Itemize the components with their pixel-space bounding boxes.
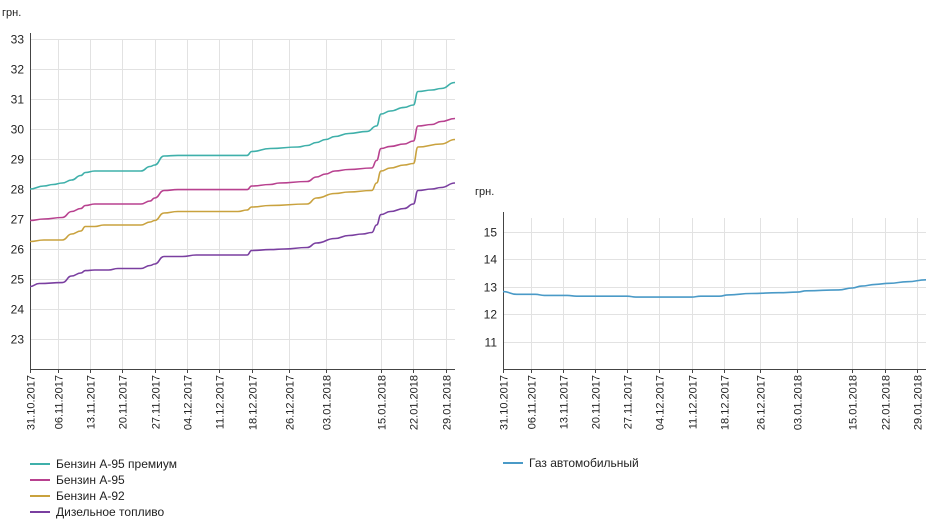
legend-label: Бензин А-95 премиум: [56, 457, 177, 471]
y-tick-label: 14: [484, 253, 498, 267]
y-axis-unit-label: грн.: [475, 186, 494, 198]
legend-swatch: [30, 479, 50, 481]
x-tick-label: 29.01.2018: [913, 375, 925, 430]
chart0-series1-line: [29, 117, 456, 222]
y-tick-label: 31: [11, 93, 25, 107]
legend-item[interactable]: Дизельное топливо: [30, 504, 177, 520]
y-tick-label: 28: [11, 183, 25, 197]
x-tick-label: 31.10.2017: [26, 375, 38, 430]
y-tick-label: 27: [11, 213, 25, 227]
chart0-series2-line: [29, 138, 456, 243]
petrol-diesel-chart: 23 24 25 26 27 28 29 30 31 32 33 31.10.2017 06.11.20…: [2, 7, 456, 430]
legend-autogas: Газ автомобильный: [503, 455, 639, 471]
x-tick-label: 27.11.2017: [151, 375, 163, 429]
x-tick-label: 27.11.2017: [623, 375, 635, 429]
legend-swatch: [30, 511, 50, 513]
legend-swatch: [30, 463, 50, 465]
legend-item[interactable]: Бензин А-92: [30, 488, 177, 504]
x-tick-label: 03.01.2018: [322, 375, 334, 430]
chart0-series3-line: [29, 182, 456, 288]
x-tick-label: 18.12.2017: [248, 375, 260, 430]
x-tick-label: 04.12.2017: [183, 375, 195, 430]
legend-label: Дизельное топливо: [56, 505, 165, 519]
x-tick-label: 29.01.2018: [442, 375, 454, 430]
y-tick-label: 33: [11, 33, 25, 47]
x-tick-label: 15.01.2018: [377, 375, 389, 430]
legend-item[interactable]: Бензин А-95 премиум: [30, 456, 177, 472]
legend-item[interactable]: Газ автомобильный: [503, 455, 639, 471]
y-axis-unit-label: грн.: [2, 7, 21, 19]
y-tick-label: 29: [11, 153, 25, 167]
x-tick-label: 20.11.2017: [591, 375, 603, 429]
y-tick-label: 12: [484, 308, 498, 322]
legend-label: Газ автомобильный: [529, 456, 639, 470]
x-tick-label: 03.01.2018: [793, 375, 805, 430]
x-tick-label: 11.12.2017: [688, 375, 700, 429]
chart1-series0-line: [502, 279, 927, 298]
legend-petrol-diesel: Бензин А-95 премиум Бензин А-95 Бензин А-9…: [30, 456, 177, 520]
legend-label: Бензин А-92: [56, 489, 125, 503]
y-tick-label: 11: [485, 336, 498, 350]
x-tick-label: 26.12.2017: [756, 375, 768, 430]
x-tick-label: 04.12.2017: [655, 375, 667, 430]
y-tick-label: 32: [11, 63, 25, 77]
legend-label: Бензин А-95: [56, 473, 125, 487]
y-tick-label: 15: [484, 226, 498, 240]
y-tick-label: 24: [11, 303, 25, 317]
legend-swatch: [30, 495, 50, 497]
x-tick-label: 11.12.2017: [215, 375, 227, 429]
y-tick-label: 13: [484, 281, 498, 295]
chart0-series0-line: [29, 81, 456, 190]
y-tick-label: 26: [11, 243, 25, 257]
legend-item[interactable]: Бензин А-95: [30, 472, 177, 488]
autogas-chart: 11 12 13 14 15 31.10.2017 06.11.2017 13.11.2017…: [475, 186, 927, 430]
x-tick-label: 26.12.2017: [285, 375, 297, 430]
x-tick-label: 13.11.2017: [86, 375, 98, 429]
y-tick-label: 30: [11, 123, 25, 137]
x-tick-label: 20.11.2017: [118, 375, 130, 429]
x-tick-label: 13.11.2017: [559, 375, 571, 429]
x-tick-label: 22.01.2018: [881, 375, 893, 430]
legend-swatch: [503, 462, 523, 464]
y-tick-label: 25: [11, 273, 25, 287]
x-tick-label: 06.11.2017: [527, 375, 539, 429]
x-tick-label: 31.10.2017: [499, 375, 511, 430]
x-tick-label: 06.11.2017: [54, 375, 66, 429]
x-tick-label: 15.01.2018: [848, 375, 860, 430]
x-tick-label: 22.01.2018: [409, 375, 421, 430]
y-tick-label: 23: [11, 333, 25, 347]
x-tick-label: 18.12.2017: [720, 375, 732, 430]
